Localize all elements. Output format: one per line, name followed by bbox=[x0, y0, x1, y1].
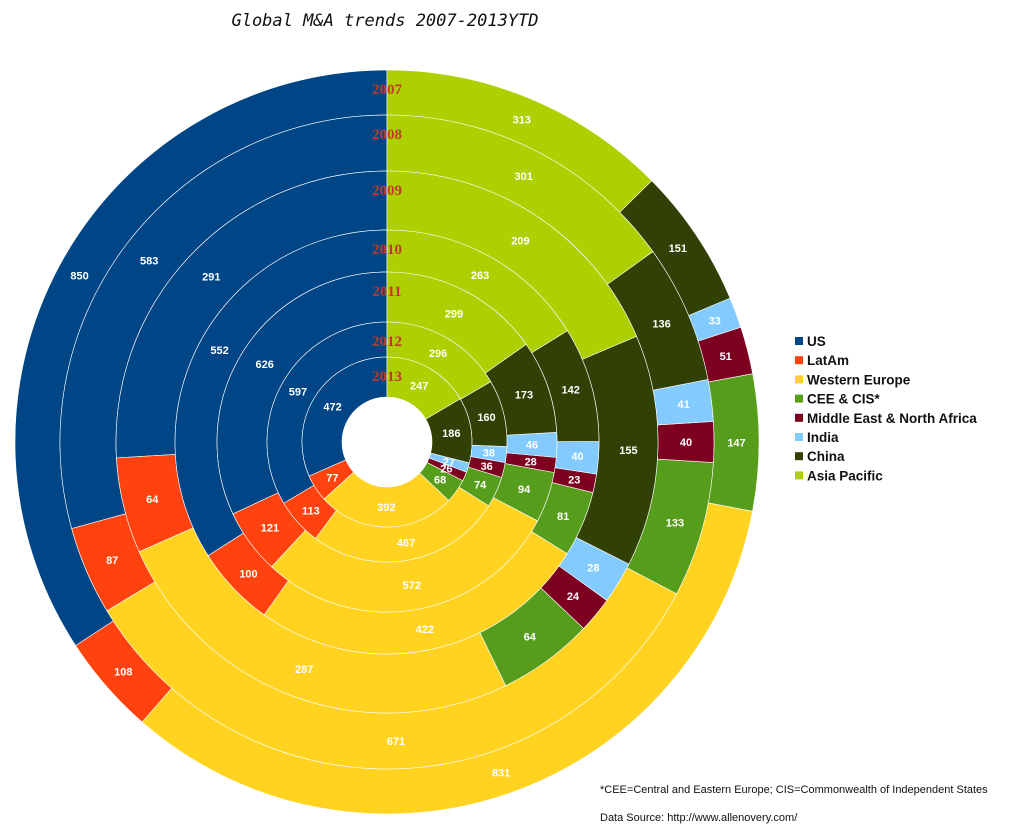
data-label-cee-cis-2008: 133 bbox=[666, 518, 684, 530]
data-label-china-2007: 151 bbox=[669, 243, 687, 255]
data-label-us-2009: 291 bbox=[202, 271, 220, 283]
legend-label-cee-cis: CEE & CIS* bbox=[807, 392, 881, 407]
data-label-cee-cis-2013: 68 bbox=[434, 475, 446, 487]
data-label-cee-cis-2010: 81 bbox=[557, 511, 569, 523]
data-label-us-2012: 597 bbox=[289, 386, 307, 398]
legend-label-latam: LatAm bbox=[807, 353, 849, 368]
data-label-china-2012: 160 bbox=[477, 412, 495, 424]
legend-swatch-western-europe bbox=[795, 375, 803, 384]
data-label-middle-east-north-africa-2008: 40 bbox=[680, 437, 692, 449]
data-label-cee-cis-2009: 64 bbox=[524, 632, 537, 644]
data-label-india-2009: 28 bbox=[587, 562, 599, 574]
data-source: Data Source: http://www.allenovery.com/ bbox=[600, 812, 798, 824]
legend-swatch-middle-east-north-africa bbox=[795, 413, 803, 422]
year-label-2009: 2009 bbox=[372, 183, 402, 199]
legend-swatch-cee-cis bbox=[795, 394, 803, 403]
data-label-us-2010: 552 bbox=[210, 345, 228, 357]
legend-swatch-us bbox=[795, 337, 803, 345]
data-label-asia-pacific-2011: 299 bbox=[445, 308, 463, 320]
data-label-middle-east-north-africa-2013: 26 bbox=[440, 463, 452, 475]
legend-label-middle-east-north-africa: Middle East & North Africa bbox=[807, 411, 977, 426]
data-label-india-2011: 46 bbox=[526, 439, 538, 451]
data-label-western-europe-2011: 572 bbox=[403, 580, 421, 592]
data-label-latam-2012: 113 bbox=[302, 506, 320, 518]
chart-title: Global M&A trends 2007-2013YTD bbox=[231, 11, 538, 31]
data-label-us-2008: 583 bbox=[140, 256, 158, 268]
data-label-cee-cis-2012: 74 bbox=[474, 480, 487, 492]
data-label-china-2009: 155 bbox=[619, 445, 637, 457]
data-label-western-europe-2008: 671 bbox=[387, 736, 405, 748]
data-label-china-2010: 142 bbox=[562, 385, 580, 397]
data-label-western-europe-2007: 831 bbox=[492, 767, 510, 779]
data-label-asia-pacific-2013: 247 bbox=[410, 381, 428, 393]
data-label-middle-east-north-africa-2010: 23 bbox=[568, 474, 580, 486]
data-label-china-2011: 173 bbox=[515, 389, 533, 401]
data-label-western-europe-2010: 422 bbox=[416, 624, 434, 636]
year-labels: 2007 2008 2009 2010 2011 2012 2013 bbox=[372, 82, 403, 385]
data-label-middle-east-north-africa-2011: 28 bbox=[525, 457, 537, 469]
data-label-asia-pacific-2010: 263 bbox=[471, 270, 489, 282]
data-label-india-2013: 27 bbox=[443, 457, 455, 469]
data-label-cee-cis-2007: 147 bbox=[727, 437, 745, 449]
data-label-latam-2007: 108 bbox=[114, 666, 132, 678]
data-label-india-2010: 40 bbox=[571, 451, 583, 463]
data-label-asia-pacific-2007: 313 bbox=[513, 115, 531, 127]
data-label-us-2013: 472 bbox=[323, 401, 341, 413]
year-label-2010: 2010 bbox=[372, 242, 402, 258]
data-label-latam-2009: 64 bbox=[146, 494, 159, 506]
rings: 850 108 831 147 51 33 151 313 583 87 671 133 40 41 136… bbox=[14, 69, 760, 815]
data-label-latam-2013: 77 bbox=[326, 472, 338, 484]
data-label-asia-pacific-2012: 296 bbox=[429, 348, 447, 360]
year-label-2011: 2011 bbox=[372, 284, 401, 300]
legend-label-us: US bbox=[807, 334, 826, 349]
legend-swatch-china bbox=[795, 452, 803, 461]
data-label-latam-2008: 87 bbox=[106, 555, 118, 567]
data-label-western-europe-2012: 467 bbox=[397, 538, 415, 550]
legend-label-western-europe: Western Europe bbox=[807, 372, 911, 387]
data-label-western-europe-2013: 392 bbox=[377, 502, 395, 514]
data-label-india-2012: 38 bbox=[483, 448, 495, 460]
year-label-2008: 2008 bbox=[372, 127, 402, 143]
data-label-western-europe-2009: 287 bbox=[295, 664, 313, 676]
year-label-2013: 2013 bbox=[372, 369, 402, 385]
legend: US LatAm Western Europe CEE & CIS* Middle Ea… bbox=[795, 334, 977, 483]
legend-swatch-india bbox=[795, 433, 803, 441]
data-label-asia-pacific-2008: 301 bbox=[515, 171, 533, 183]
year-label-2007: 2007 bbox=[372, 82, 403, 98]
legend-swatch-asia-pacific bbox=[795, 471, 803, 480]
data-label-india-2008: 41 bbox=[677, 399, 689, 411]
data-label-us-2011: 626 bbox=[256, 359, 274, 371]
footnote: *CEE=Central and Eastern Europe; CIS=Com… bbox=[600, 784, 988, 796]
data-label-india-2007: 33 bbox=[709, 315, 721, 327]
center-hole bbox=[342, 397, 432, 487]
data-label-latam-2010: 100 bbox=[239, 569, 257, 581]
data-label-middle-east-north-africa-2007: 51 bbox=[720, 351, 732, 363]
legend-label-india: India bbox=[807, 430, 839, 445]
data-label-asia-pacific-2009: 209 bbox=[511, 236, 529, 248]
data-label-us-2007: 850 bbox=[70, 271, 88, 283]
data-label-china-2013: 186 bbox=[442, 428, 460, 440]
data-label-latam-2011: 121 bbox=[261, 523, 279, 535]
legend-swatch-latam bbox=[795, 356, 803, 365]
data-label-middle-east-north-africa-2009: 24 bbox=[567, 591, 580, 603]
legend-label-asia-pacific: Asia Pacific bbox=[807, 468, 883, 483]
legend-label-china: China bbox=[807, 449, 845, 464]
data-label-middle-east-north-africa-2012: 36 bbox=[481, 461, 493, 473]
data-label-china-2008: 136 bbox=[652, 319, 670, 331]
year-label-2012: 2012 bbox=[372, 334, 402, 350]
data-label-cee-cis-2011: 94 bbox=[518, 484, 531, 496]
